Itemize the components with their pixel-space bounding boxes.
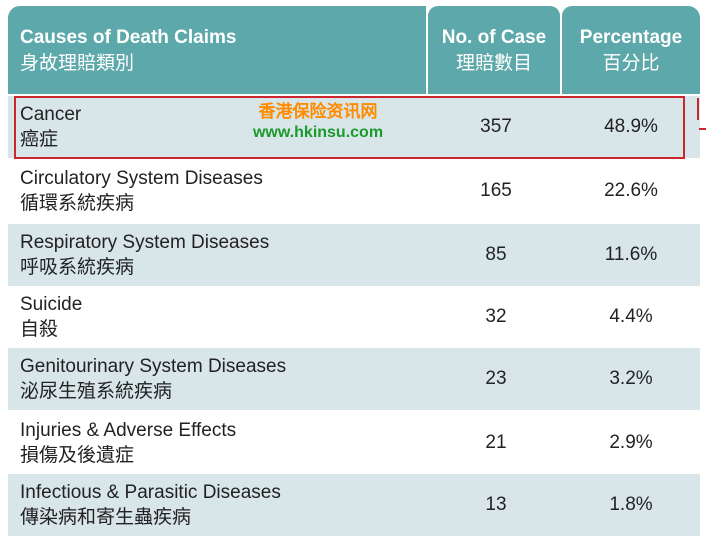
highlight-frame — [14, 96, 685, 159]
header-pct-en: Percentage — [579, 27, 683, 48]
cause-cell: Suicide 自殺 — [20, 292, 430, 342]
case-count: 85 — [485, 244, 507, 265]
cause-cell: Genitourinary System Diseases 泌尿生殖系統疾病 — [20, 354, 430, 404]
case-percentage: 2.9% — [609, 432, 653, 453]
cause-cell: Infectious & Parasitic Diseases 傳染病和寄生蟲疾… — [20, 480, 430, 530]
highlight-edge-tick — [699, 128, 706, 130]
case-percentage: 1.8% — [609, 494, 653, 515]
cause-name-zh: 泌尿生殖系統疾病 — [20, 380, 173, 402]
case-count: 23 — [485, 368, 507, 389]
cause-cell: Circulatory System Diseases 循環系統疾病 — [20, 166, 430, 216]
case-percentage: 4.4% — [609, 306, 653, 327]
cause-name-en: Circulatory System Diseases — [20, 168, 263, 189]
table-row: Respiratory System Diseases 呼吸系統疾病 85 11… — [8, 224, 700, 286]
header-cases: No. of Case 理賠數目 — [428, 6, 560, 94]
header-cases-en: No. of Case — [441, 27, 547, 48]
header-cases-zh: 理賠數目 — [455, 52, 532, 74]
cause-cell: Respiratory System Diseases 呼吸系統疾病 — [20, 230, 430, 280]
case-percentage: 3.2% — [609, 368, 653, 389]
header-causes: Causes of Death Claims 身故理賠類別 — [8, 6, 426, 94]
header-percentage: Percentage 百分比 — [562, 6, 700, 94]
case-count: 357 — [480, 116, 512, 137]
cause-name-zh: 傳染病和寄生蟲疾病 — [20, 506, 192, 528]
cause-name-en: Cancer — [20, 104, 82, 125]
cause-name-zh: 循環系統疾病 — [20, 192, 135, 214]
case-percentage: 11.6% — [604, 244, 658, 265]
header-causes-en: Causes of Death Claims — [20, 27, 237, 48]
header-causes-zh: 身故理賠類別 — [20, 52, 135, 74]
table-row: Injuries & Adverse Effects 損傷及後遺症 21 2.9… — [8, 412, 700, 474]
cause-name-zh: 自殺 — [20, 318, 59, 340]
highlight-edge-mark — [697, 98, 699, 120]
header-pct-zh: 百分比 — [602, 52, 660, 74]
cause-name-zh: 呼吸系統疾病 — [20, 256, 135, 278]
cause-cell: Cancer 癌症 — [20, 102, 430, 152]
table-row: Circulatory System Diseases 循環系統疾病 165 2… — [8, 160, 700, 222]
case-percentage: 48.9% — [604, 116, 658, 137]
cause-name-en: Injuries & Adverse Effects — [20, 420, 237, 441]
cause-name-en: Genitourinary System Diseases — [20, 356, 287, 377]
cause-name-en: Infectious & Parasitic Diseases — [20, 482, 281, 503]
cause-name-zh: 癌症 — [20, 128, 59, 150]
watermark-url: www.hkinsu.com — [252, 124, 384, 141]
watermark: 香港保险资讯网 www.hkinsu.com — [232, 102, 404, 144]
case-count: 165 — [480, 180, 512, 201]
cause-name-en: Suicide — [20, 294, 83, 315]
table-row: Suicide 自殺 32 4.4% — [8, 286, 700, 348]
table-row: Genitourinary System Diseases 泌尿生殖系統疾病 2… — [8, 348, 700, 410]
cause-name-zh: 損傷及後遺症 — [20, 444, 135, 466]
case-count: 21 — [485, 432, 507, 453]
cause-name-en: Respiratory System Diseases — [20, 232, 270, 253]
cause-cell: Injuries & Adverse Effects 損傷及後遺症 — [20, 418, 430, 468]
case-percentage: 22.6% — [604, 180, 658, 201]
watermark-site-name: 香港保险资讯网 — [258, 102, 378, 122]
table-row: Cancer 癌症 357 48.9% — [8, 96, 700, 158]
table-row: Infectious & Parasitic Diseases 傳染病和寄生蟲疾… — [8, 474, 700, 536]
case-count: 13 — [485, 494, 507, 515]
case-count: 32 — [485, 306, 507, 327]
